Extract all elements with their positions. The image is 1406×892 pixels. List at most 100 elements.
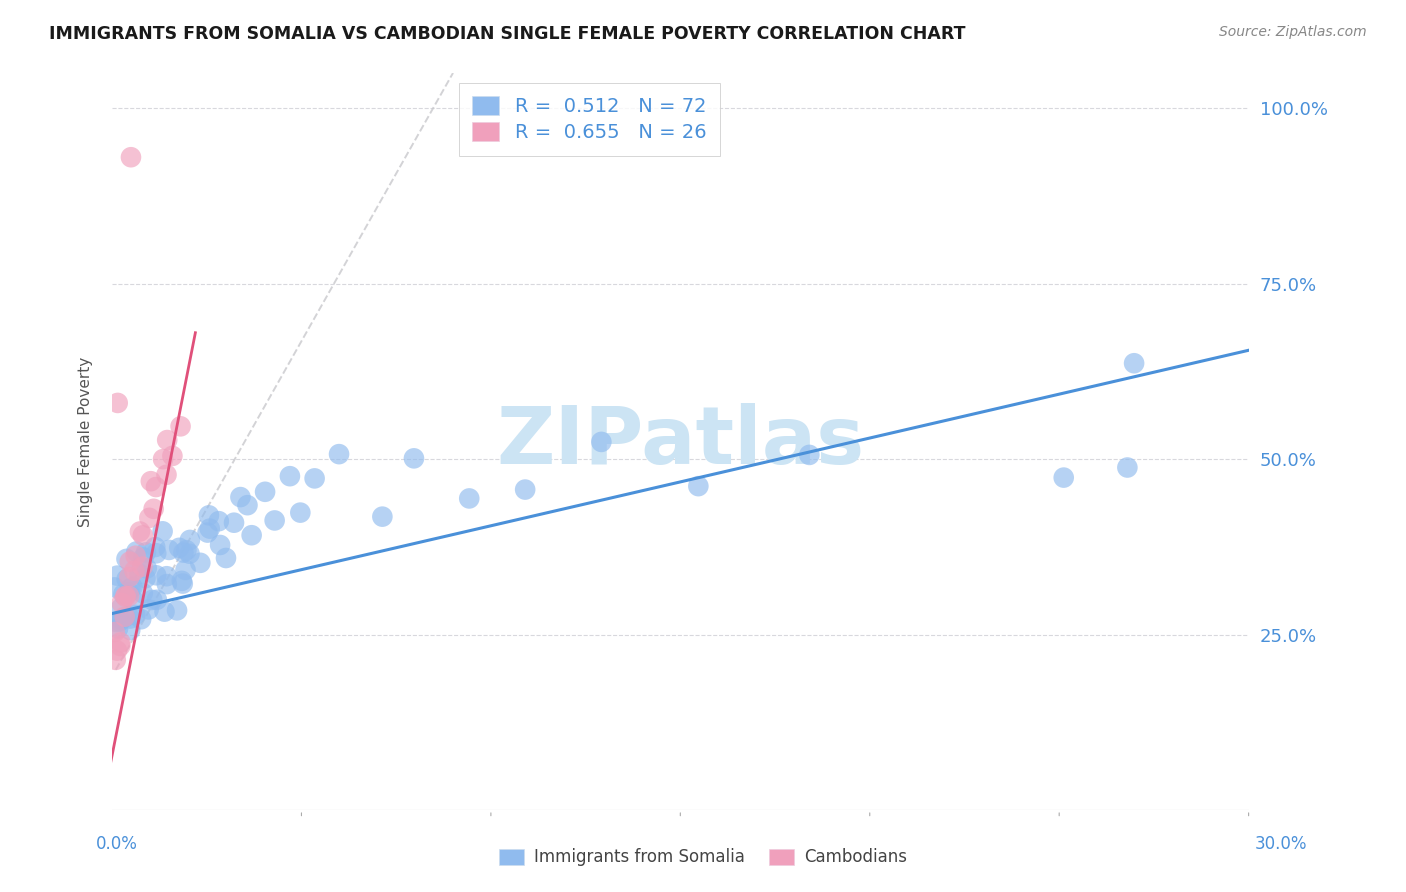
Point: [118, 555, 141, 569]
Point: [156, 577, 179, 591]
Point: [208, 514, 231, 528]
Point: [103, 580, 125, 594]
Legend: Immigrants from Somalia, Cambodians: Immigrants from Somalia, Cambodians: [492, 842, 914, 873]
Point: [188, 556, 211, 570]
Point: [139, 474, 162, 488]
Point: [169, 419, 191, 434]
Point: [172, 546, 194, 560]
Point: [145, 546, 167, 560]
Point: [142, 501, 165, 516]
Point: [131, 559, 153, 574]
Point: [209, 538, 232, 552]
Point: [155, 467, 177, 482]
Point: [328, 447, 350, 461]
Text: ZIPatlas: ZIPatlas: [496, 402, 865, 481]
Point: [110, 601, 132, 615]
Point: [799, 448, 821, 462]
Point: [118, 589, 141, 603]
Point: [156, 433, 179, 447]
Point: [515, 483, 537, 497]
Point: [135, 561, 157, 575]
Point: [134, 571, 156, 585]
Point: [215, 551, 238, 566]
Point: [108, 615, 131, 629]
Point: [114, 590, 136, 604]
Point: [156, 569, 179, 583]
Point: [176, 543, 198, 558]
Point: [129, 524, 152, 539]
Point: [166, 603, 188, 617]
Point: [105, 568, 128, 582]
Point: [167, 541, 190, 555]
Point: [458, 491, 481, 506]
Point: [263, 513, 285, 527]
Point: [105, 643, 128, 657]
Point: [145, 480, 167, 494]
Point: [402, 451, 425, 466]
Point: [120, 623, 142, 637]
Point: [118, 570, 141, 584]
Point: [152, 524, 174, 539]
Point: [112, 587, 135, 601]
Point: [157, 543, 180, 558]
Y-axis label: Single Female Poverty: Single Female Poverty: [79, 357, 93, 526]
Point: [128, 566, 150, 581]
Point: [153, 605, 176, 619]
Point: [145, 568, 167, 582]
Point: [120, 150, 142, 164]
Point: [222, 516, 245, 530]
Point: [104, 615, 127, 629]
Point: [110, 613, 132, 627]
Point: [1123, 356, 1146, 370]
Point: [138, 511, 160, 525]
Point: [111, 596, 134, 610]
Point: [121, 580, 143, 594]
Point: [107, 396, 129, 410]
Point: [1116, 460, 1139, 475]
Point: [114, 589, 136, 603]
Point: [129, 612, 152, 626]
Point: [132, 586, 155, 600]
Point: [1053, 470, 1076, 484]
Legend: R =  0.512   N = 72, R =  0.655   N = 26: R = 0.512 N = 72, R = 0.655 N = 26: [458, 83, 720, 155]
Point: [120, 611, 142, 625]
Point: [290, 506, 312, 520]
Point: [179, 547, 201, 561]
Point: [138, 602, 160, 616]
Point: [141, 593, 163, 607]
Text: 30.0%: 30.0%: [1256, 835, 1308, 853]
Point: [124, 607, 146, 622]
Point: [229, 490, 252, 504]
Point: [174, 563, 197, 577]
Text: 0.0%: 0.0%: [96, 835, 138, 853]
Point: [146, 592, 169, 607]
Point: [115, 552, 138, 566]
Point: [688, 479, 710, 493]
Point: [278, 469, 301, 483]
Point: [107, 622, 129, 636]
Point: [162, 449, 184, 463]
Point: [115, 572, 138, 586]
Point: [240, 528, 263, 542]
Point: [122, 594, 145, 608]
Point: [172, 576, 194, 591]
Point: [125, 544, 148, 558]
Point: [124, 549, 146, 563]
Point: [104, 625, 127, 640]
Point: [110, 635, 132, 649]
Point: [124, 564, 146, 578]
Point: [198, 508, 221, 523]
Point: [152, 452, 174, 467]
Text: Source: ZipAtlas.com: Source: ZipAtlas.com: [1219, 25, 1367, 39]
Point: [304, 471, 326, 485]
Point: [135, 545, 157, 559]
Point: [118, 585, 141, 599]
Point: [120, 582, 142, 596]
Point: [143, 540, 166, 554]
Point: [236, 498, 259, 512]
Point: [198, 522, 221, 536]
Point: [179, 533, 201, 547]
Point: [254, 484, 277, 499]
Point: [110, 639, 132, 653]
Point: [132, 528, 155, 542]
